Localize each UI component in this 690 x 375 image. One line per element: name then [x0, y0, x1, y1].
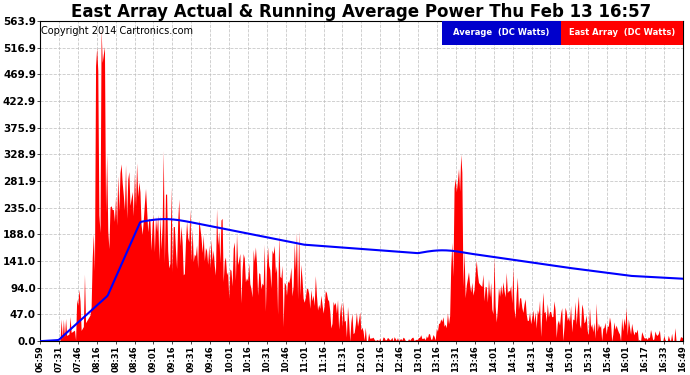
Text: East Array  (DC Watts): East Array (DC Watts) [569, 28, 675, 38]
Text: Average  (DC Watts): Average (DC Watts) [453, 28, 550, 38]
FancyBboxPatch shape [442, 21, 560, 45]
Title: East Array Actual & Running Average Power Thu Feb 13 16:57: East Array Actual & Running Average Powe… [71, 3, 651, 21]
Text: Copyright 2014 Cartronics.com: Copyright 2014 Cartronics.com [41, 26, 193, 36]
FancyBboxPatch shape [560, 21, 682, 45]
